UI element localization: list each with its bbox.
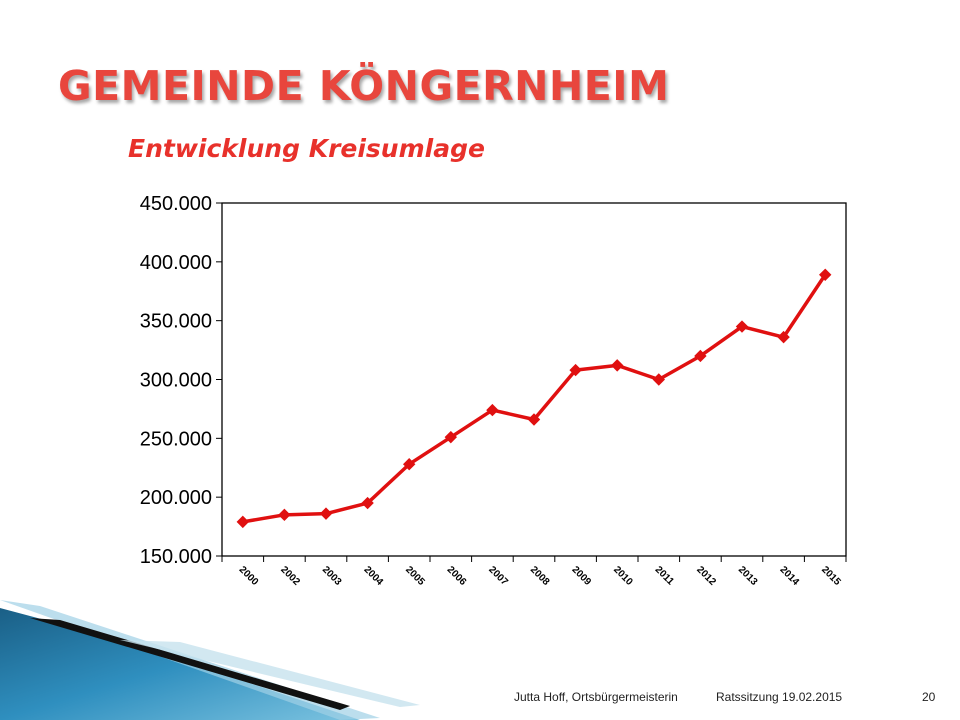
x-tick-label: 2014 (777, 564, 801, 588)
y-tick-label: 450.000 (140, 193, 212, 215)
data-point (361, 496, 374, 510)
page-subtitle: Entwicklung Kreisumlage (128, 134, 485, 163)
data-point (444, 430, 458, 444)
data-point (735, 320, 749, 333)
data-point (236, 515, 250, 529)
data-point (610, 359, 624, 372)
data-point (278, 508, 291, 522)
y-tick-label: 300.000 (140, 370, 212, 392)
y-tick-label: 350.000 (140, 311, 212, 333)
x-tick-label: 2006 (445, 564, 469, 588)
x-tick-label: 2005 (403, 564, 427, 588)
x-tick-label: 2000 (237, 564, 261, 588)
x-tick-label: 2008 (528, 564, 552, 588)
y-tick-label: 400.000 (140, 252, 212, 274)
plot-area (221, 202, 847, 557)
x-tick-label: 2002 (278, 564, 302, 588)
data-point (694, 349, 707, 363)
y-tick-label: 250.000 (140, 428, 212, 450)
x-tick-label: 2012 (694, 564, 718, 588)
y-tick-label: 150.000 (140, 546, 212, 568)
series-line (242, 273, 827, 524)
x-tick-label: 2011 (653, 564, 676, 587)
data-point (402, 458, 416, 471)
data-point (569, 363, 582, 377)
data-point (527, 413, 541, 426)
data-point (319, 507, 333, 520)
footer-author: Jutta Hoff, Ortsbürgermeisterin (514, 690, 678, 704)
x-tick-label: 2003 (320, 564, 344, 588)
data-point (652, 373, 666, 386)
x-tick-label: 2010 (611, 564, 635, 588)
data-point (777, 330, 790, 344)
data-point (818, 268, 832, 281)
footer-event: Ratssitzung 19.02.2015 (716, 690, 843, 704)
x-tick-label: 2015 (819, 564, 843, 588)
x-tick-label: 2004 (361, 564, 385, 588)
y-tick-label: 200.000 (140, 487, 212, 509)
page-title: GEMEINDE KÖNGERNHEIM (58, 62, 670, 110)
x-tick-label: 2009 (569, 564, 593, 588)
data-point (486, 403, 499, 417)
x-tick-label: 2007 (486, 564, 510, 588)
x-tick-label: 2013 (736, 564, 760, 588)
page-number: 20 (922, 690, 936, 704)
